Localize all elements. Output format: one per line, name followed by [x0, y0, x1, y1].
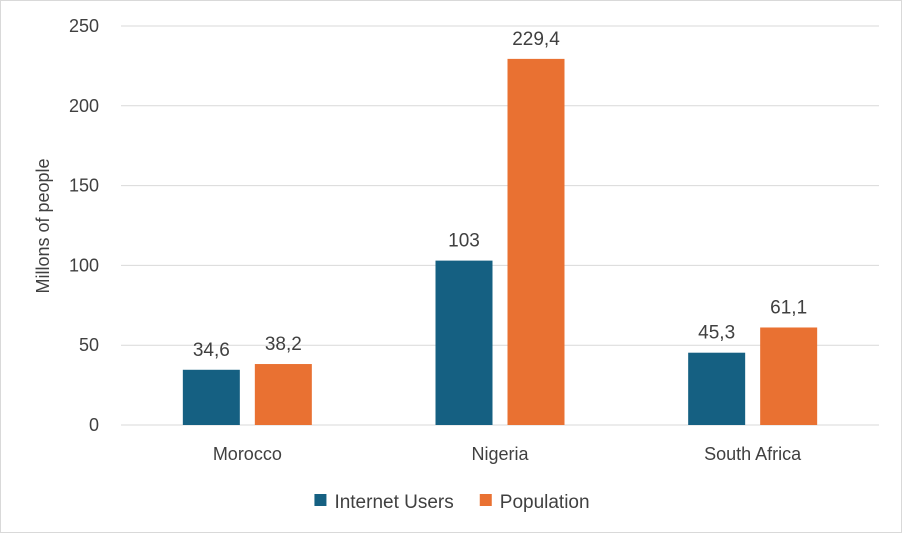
x-category-label: Nigeria	[471, 444, 529, 464]
legend-swatch	[479, 494, 492, 506]
y-tick-label: 50	[79, 335, 99, 355]
y-tick-label: 100	[69, 255, 99, 275]
data-labels: 34,6 38,2 103 229,4 45,3 61,1	[193, 29, 807, 361]
data-label: 229,4	[512, 29, 560, 50]
y-axis-ticks: 0 50 100 150 200 250	[69, 16, 99, 435]
bars	[182, 58, 818, 426]
legend-label: Internet Users	[334, 492, 453, 513]
data-label: 103	[448, 231, 480, 252]
legend-label: Population	[500, 492, 590, 513]
bar-population-nigeria	[507, 58, 565, 426]
y-tick-label: 0	[89, 415, 99, 435]
y-tick-label: 200	[69, 96, 99, 116]
y-axis-label: Millons of people	[33, 158, 53, 293]
data-label: 45,3	[698, 323, 735, 344]
gridlines	[121, 25, 879, 426]
bar-internet-users-morocco	[182, 369, 240, 425]
legend: Internet Users Population	[314, 492, 590, 513]
bar-population-south-africa	[760, 327, 818, 425]
data-label: 61,1	[770, 297, 807, 318]
y-tick-label: 150	[69, 176, 99, 196]
x-category-label: Morocco	[213, 444, 282, 464]
bar-internet-users-south-africa	[688, 352, 746, 425]
bar-population-morocco	[254, 364, 312, 425]
data-label: 38,2	[265, 334, 302, 355]
x-axis-categories: Morocco Nigeria South Africa	[213, 444, 802, 464]
data-label: 34,6	[193, 340, 230, 361]
legend-swatch	[314, 494, 327, 506]
y-tick-label: 250	[69, 16, 99, 36]
x-category-label: South Africa	[704, 444, 802, 464]
bar-internet-users-nigeria	[435, 260, 493, 425]
